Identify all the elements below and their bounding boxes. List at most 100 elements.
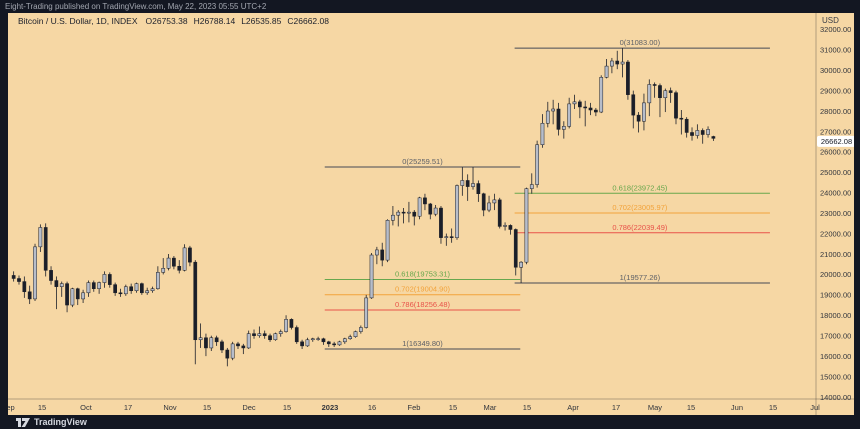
candle bbox=[679, 110, 684, 135]
candle bbox=[540, 114, 545, 148]
candle bbox=[668, 87, 673, 103]
candle bbox=[561, 121, 566, 139]
candle bbox=[615, 50, 620, 70]
svg-text:15: 15 bbox=[523, 403, 531, 412]
candle bbox=[113, 282, 117, 296]
candle bbox=[412, 210, 417, 226]
candle bbox=[33, 243, 37, 301]
candle bbox=[75, 287, 80, 306]
candle bbox=[476, 180, 481, 202]
svg-text:15: 15 bbox=[38, 403, 46, 412]
candle bbox=[610, 57, 614, 74]
price-axis[interactable]: 32000.00 31000.00 30000.00 29000.00 28000.00… bbox=[820, 25, 851, 402]
fib-level-upper-0.702: 0.702(23005.97) bbox=[514, 203, 770, 214]
svg-text:25000.00: 25000.00 bbox=[820, 168, 851, 177]
candle bbox=[380, 242, 385, 267]
candle bbox=[695, 124, 700, 139]
candle bbox=[674, 90, 678, 125]
chart-header: Bitcoin / U.S. Dollar, 1D, INDEX O26753.3… bbox=[18, 16, 335, 26]
tradingview-logo[interactable]: TradingView bbox=[16, 417, 87, 427]
fib-level-lower-0: 0(25259.51) bbox=[324, 157, 521, 168]
svg-text:Apr: Apr bbox=[567, 403, 579, 412]
fib-level-lower-1: 1(16349.80) bbox=[324, 339, 521, 350]
candle bbox=[465, 174, 470, 201]
candle bbox=[246, 330, 251, 349]
candle bbox=[161, 258, 166, 275]
candle bbox=[140, 282, 144, 295]
footer-bar: TradingView bbox=[0, 415, 860, 429]
candle bbox=[471, 166, 475, 190]
price-chart[interactable]: 0(31083.00) 0.618(23972.45) 0.702(23005.97… bbox=[8, 13, 854, 415]
candle bbox=[620, 48, 625, 78]
candle bbox=[268, 333, 272, 342]
candle bbox=[284, 315, 288, 333]
svg-text:29000.00: 29000.00 bbox=[820, 86, 851, 95]
candle bbox=[236, 341, 240, 349]
candle bbox=[690, 127, 694, 141]
candle bbox=[188, 245, 192, 267]
candle bbox=[647, 79, 652, 117]
candle bbox=[123, 284, 128, 296]
candle bbox=[172, 256, 176, 270]
symbol-title[interactable]: Bitcoin / U.S. Dollar, 1D, INDEX bbox=[18, 16, 138, 26]
candle bbox=[460, 167, 465, 196]
candle bbox=[551, 99, 555, 125]
svg-text:16: 16 bbox=[368, 403, 376, 412]
svg-text:15: 15 bbox=[449, 403, 457, 412]
candle bbox=[177, 260, 182, 274]
fib-retracements-layer: 0(31083.00) 0.618(23972.45) 0.702(23005.97… bbox=[324, 38, 770, 350]
candle bbox=[503, 222, 507, 231]
candle bbox=[273, 332, 278, 341]
candle bbox=[631, 90, 636, 129]
svg-text:0.618(23972.45): 0.618(23972.45) bbox=[612, 183, 668, 192]
svg-text:21000.00: 21000.00 bbox=[820, 250, 851, 259]
svg-text:0.618(19753.31): 0.618(19753.31) bbox=[395, 269, 451, 278]
candle bbox=[524, 187, 529, 265]
svg-text:26662.08: 26662.08 bbox=[821, 137, 852, 146]
svg-text:2023: 2023 bbox=[322, 403, 339, 412]
candle bbox=[519, 261, 523, 284]
svg-text:Jun: Jun bbox=[731, 403, 743, 412]
svg-text:1(19577.26): 1(19577.26) bbox=[620, 273, 661, 282]
candle bbox=[401, 208, 406, 224]
candle bbox=[220, 339, 224, 354]
candle bbox=[86, 280, 91, 297]
candle bbox=[118, 288, 123, 297]
candle bbox=[289, 318, 294, 330]
candle bbox=[257, 326, 262, 338]
candle bbox=[17, 275, 21, 285]
candle bbox=[326, 340, 331, 347]
candle bbox=[652, 82, 657, 98]
candle bbox=[364, 294, 369, 329]
candle bbox=[572, 94, 577, 109]
candle bbox=[385, 219, 390, 263]
candle bbox=[337, 340, 342, 346]
candle bbox=[310, 337, 315, 342]
svg-text:18000.00: 18000.00 bbox=[820, 311, 851, 320]
svg-text:32000.00: 32000.00 bbox=[820, 25, 851, 34]
candle bbox=[166, 253, 171, 271]
candle bbox=[54, 276, 59, 310]
candle bbox=[129, 283, 134, 294]
candle bbox=[241, 343, 246, 355]
fib-level-lower-0.618: 0.618(19753.31) bbox=[324, 269, 521, 280]
high-value: H26788.14 bbox=[193, 16, 236, 26]
svg-text:15: 15 bbox=[203, 403, 211, 412]
candle bbox=[407, 201, 411, 223]
candle bbox=[156, 266, 160, 290]
chart-panel: Bitcoin / U.S. Dollar, 1D, INDEX O26753.3… bbox=[8, 13, 854, 415]
candle bbox=[70, 287, 75, 308]
candle bbox=[59, 281, 64, 297]
time-axis[interactable]: Sep 15 Oct 17 Nov 15 Dec 15 2023 16 Feb 15 Mar 15 Apr 1… bbox=[8, 403, 820, 412]
svg-text:17000.00: 17000.00 bbox=[820, 331, 851, 340]
svg-text:20000.00: 20000.00 bbox=[820, 270, 851, 279]
candle bbox=[594, 107, 598, 117]
candle bbox=[91, 280, 96, 292]
open-value: O26753.38 bbox=[145, 16, 188, 26]
candle bbox=[439, 206, 443, 244]
candle bbox=[358, 325, 363, 334]
svg-text:Mar: Mar bbox=[484, 403, 497, 412]
candle bbox=[626, 59, 630, 100]
candle bbox=[150, 286, 155, 293]
candle bbox=[497, 197, 502, 229]
